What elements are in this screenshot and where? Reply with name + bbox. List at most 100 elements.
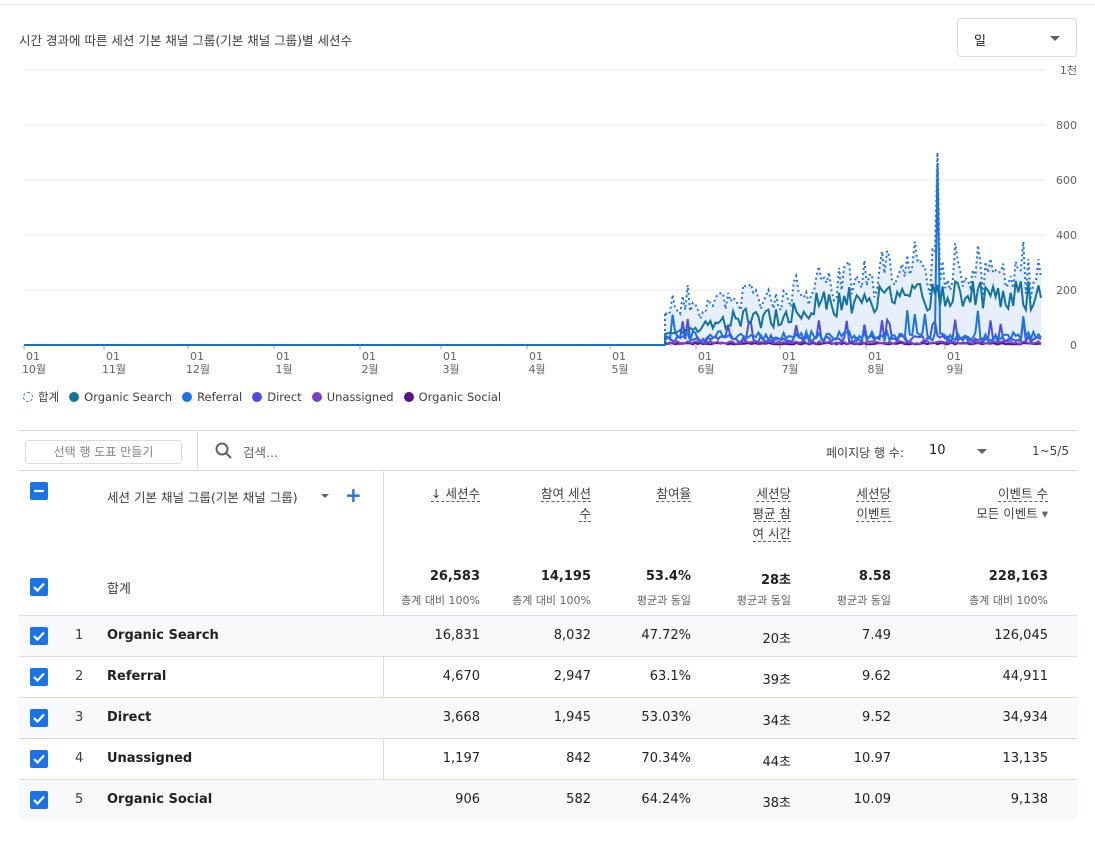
totals-checkbox[interactable] (30, 578, 48, 596)
total-subtext: 평균과 동일 (736, 594, 791, 607)
plot-selected-rows-button[interactable]: 선택 행 도표 만들기 (25, 440, 182, 464)
x-tick-day: 01 (276, 350, 290, 363)
row-checkbox[interactable] (30, 668, 48, 686)
x-tick-day: 01 (26, 350, 40, 363)
legend-item[interactable]: Organic Social (403, 390, 502, 404)
row-metric-cell: 10.09 (853, 792, 891, 807)
row-index: 3 (75, 710, 84, 725)
row-metric-cell: 2,947 (553, 669, 591, 684)
row-metric-cell: 20초 (762, 632, 791, 647)
x-tick-day: 01 (868, 350, 882, 363)
x-tick-month: 4월 (528, 363, 545, 376)
chart-title: 시간 경과에 따른 세션 기본 채널 그룹(기본 채널 그룹)별 세션수 (19, 33, 353, 48)
dimension-dropdown-icon[interactable] (321, 494, 329, 498)
metric-header-5[interactable]: 이벤트 수 모든 이벤트 ▾ (976, 484, 1048, 524)
check-icon (33, 582, 45, 593)
metric-header-text: 여 시간 (752, 526, 791, 542)
table-row[interactable]: 3 Direct 3,668 1,945 53.03% 34초 9.52 34,934 (19, 697, 1077, 738)
y-tick-label: 1천 (1060, 63, 1077, 77)
row-metric-cell: 4,670 (442, 669, 480, 684)
check-icon (33, 795, 45, 806)
total-value: 53.4% (645, 569, 691, 584)
x-tick-day: 01 (190, 350, 204, 363)
row-metric-cell: 44,911 (1002, 669, 1049, 684)
row-metric-cell: 1,197 (442, 751, 480, 766)
table-row[interactable]: 1 Organic Search 16,831 8,032 47.72% 20초 7.49 1… (19, 615, 1077, 656)
row-metric-cell: 1,945 (553, 710, 591, 725)
row-dimension-value[interactable]: Unassigned (107, 751, 193, 766)
row-metric-cell: 64.24% (641, 792, 691, 807)
row-dimension-value[interactable]: Direct (107, 710, 152, 725)
row-checkbox[interactable] (30, 627, 48, 645)
legend-swatch (403, 392, 414, 402)
row-checkbox[interactable] (30, 791, 48, 809)
row-metric-cell: 8,032 (553, 628, 591, 643)
granularity-select[interactable]: 일 (957, 18, 1077, 57)
dimension-header[interactable]: 세션 기본 채널 그룹(기본 채널 그룹) (107, 490, 298, 505)
total-subtext: 총계 대비 100% (512, 594, 591, 607)
metric-header-0[interactable]: ↓ 세션수 (431, 484, 480, 504)
x-tick-day: 01 (782, 350, 796, 363)
series-line-total (24, 152, 1042, 346)
legend-item[interactable]: Referral (182, 390, 242, 404)
row-dimension-value[interactable]: Organic Social (107, 792, 213, 807)
total-value: 28초 (760, 573, 791, 588)
metric-header-text: 이벤트 수 (998, 486, 1048, 502)
check-icon (33, 631, 45, 642)
total-value: 14,195 (540, 569, 591, 584)
legend-item[interactable]: 합계 (23, 389, 59, 405)
chevron-down-icon[interactable] (977, 449, 987, 454)
table-row[interactable]: 5 Organic Social 906 582 64.24% 38초 10.09 9,138 (19, 779, 1077, 820)
sessions-line-chart: 1천80060040020000110월0111월0112월011월012월01… (22, 63, 1077, 376)
x-tick-month: 12월 (186, 363, 210, 376)
rows-per-page-select[interactable]: 10 (929, 443, 946, 458)
y-tick-label: 200 (1056, 284, 1077, 297)
legend-item[interactable]: Unassigned (311, 390, 394, 404)
select-all-checkbox[interactable] (30, 482, 48, 500)
metric-header-4[interactable]: 세션당 이벤트 (856, 484, 891, 524)
event-filter-dropdown-icon[interactable]: ▾ (1037, 506, 1048, 521)
metric-header-1[interactable]: 참여 세션 수 (541, 484, 591, 524)
x-tick-day: 01 (698, 350, 712, 363)
row-metric-cell: 53.03% (641, 710, 691, 725)
search-input[interactable] (243, 442, 543, 462)
row-checkbox[interactable] (30, 709, 48, 727)
x-tick-month: 5월 (611, 363, 628, 376)
metric-header-text: 참여율 (656, 486, 691, 502)
total-subtext: 총계 대비 100% (969, 594, 1048, 607)
legend-label: Organic Search (84, 390, 173, 404)
table-row[interactable]: 4 Unassigned 1,197 842 70.34% 44초 10.97 13,135 (19, 738, 1077, 779)
total-value: 228,163 (988, 569, 1048, 584)
row-checkbox[interactable] (30, 750, 48, 768)
legend-item[interactable]: Direct (252, 390, 302, 404)
row-metric-cell: 3,668 (442, 710, 480, 725)
legend-swatch (311, 392, 322, 402)
x-tick-month: 8월 (867, 363, 884, 376)
top-divider (0, 4, 1095, 5)
metric-header-text: ↓ 세션수 (431, 486, 480, 502)
row-metric-cell: 16,831 (434, 628, 481, 643)
x-tick-day: 01 (529, 350, 543, 363)
add-dimension-icon[interactable]: + (345, 483, 362, 507)
metric-header-text: 참여 세션 (541, 486, 591, 502)
series-line-organic-search (24, 279, 1042, 346)
row-dimension-value[interactable]: Organic Search (107, 628, 219, 643)
row-metric-cell: 126,045 (994, 628, 1048, 643)
total-area-fill (665, 152, 1041, 345)
legend-item[interactable]: Organic Search (69, 390, 172, 404)
row-dimension-value[interactable]: Referral (107, 669, 167, 684)
x-tick-month: 11월 (102, 363, 126, 376)
table-row[interactable]: 2 Referral 4,670 2,947 63.1% 39초 9.62 44,911 (19, 656, 1077, 697)
legend-label: Organic Social (418, 390, 502, 404)
metric-header-2[interactable]: 참여율 (656, 484, 691, 504)
row-metric-cell: 9,138 (1010, 792, 1048, 807)
legend-label: Referral (197, 390, 243, 404)
metric-header-text: 이벤트 (856, 506, 891, 522)
row-metric-cell: 13,135 (1002, 751, 1049, 766)
metric-header-text: 세션당 (756, 486, 791, 502)
table-toolbar: 선택 행 도표 만들기 페이지당 행 수: 10 1~5/5 (19, 430, 1077, 471)
legend-label: Direct (267, 390, 302, 404)
row-metric-cell: 44초 (762, 755, 791, 770)
legend-swatch (69, 392, 80, 402)
